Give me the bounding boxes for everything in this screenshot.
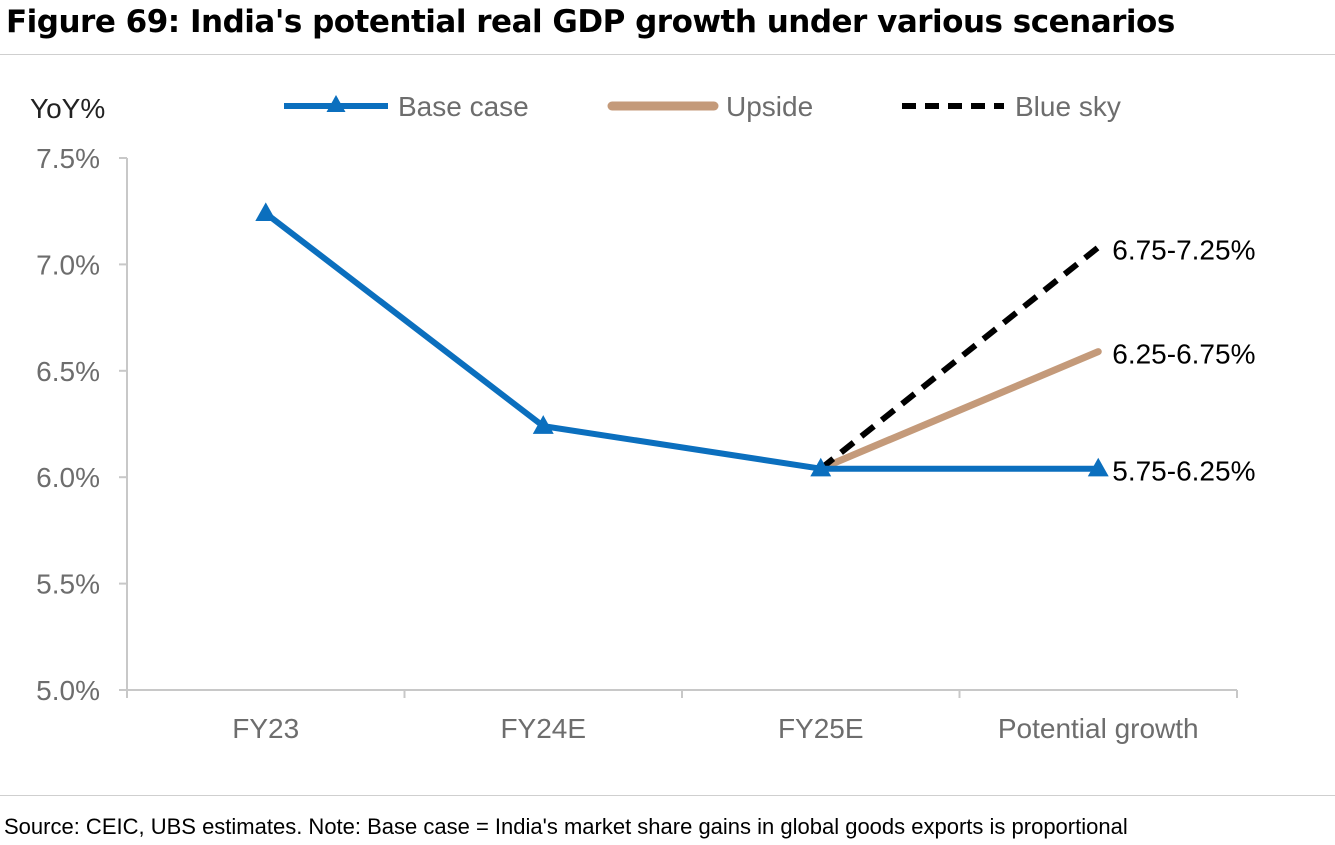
legend-marker (326, 95, 346, 112)
data-point-marker (1087, 457, 1109, 477)
data-label: 6.25-6.75% (1112, 339, 1255, 370)
data-point-marker (255, 202, 277, 222)
data-labels: 6.25-6.75% 6.75-7.25% 5.75-6.25% (1112, 234, 1255, 486)
x-tick-label: FY25E (778, 713, 864, 744)
line-chart: YoY% Base case Upside Blue sky 5.0% 5.5% 6.0… (30, 91, 1255, 744)
y-tick-label: 5.5% (36, 569, 100, 600)
series-line-blue-sky (818, 245, 1101, 472)
source-note: Source: CEIC, UBS estimates. Note: Base … (4, 814, 1128, 839)
series-line-upside (817, 348, 1102, 473)
title-divider (0, 54, 1335, 55)
y-tick-label: 7.5% (36, 143, 100, 174)
y-axis-unit-label: YoY% (30, 93, 105, 124)
y-tick-label: 5.0% (36, 675, 100, 706)
data-point-marker (810, 457, 832, 477)
source-divider (0, 795, 1335, 796)
data-label: 6.75-7.25% (1112, 234, 1255, 265)
legend-label: Upside (726, 91, 813, 122)
axes: 5.0% 5.5% 6.0% 6.5% 7.0% 7.5% FY23 FY24E FY25E Po… (36, 143, 1238, 744)
x-tick-label: Potential growth (998, 713, 1199, 744)
data-label: 5.75-6.25% (1112, 456, 1255, 487)
data-point-marker (532, 415, 554, 434)
series-layer (255, 202, 1109, 477)
legend-label: Base case (398, 91, 529, 122)
legend: Base case Upside Blue sky (284, 91, 1121, 122)
y-tick-label: 6.5% (36, 356, 100, 387)
y-tick-label: 6.0% (36, 462, 100, 493)
y-tick-label: 7.0% (36, 249, 100, 280)
x-tick-label: FY23 (232, 713, 299, 744)
legend-label: Blue sky (1015, 91, 1121, 122)
chart-title: Figure 69: India's potential real GDP gr… (6, 4, 1175, 40)
x-tick-label: FY24E (500, 713, 586, 744)
series-line-base-case (262, 210, 1102, 472)
